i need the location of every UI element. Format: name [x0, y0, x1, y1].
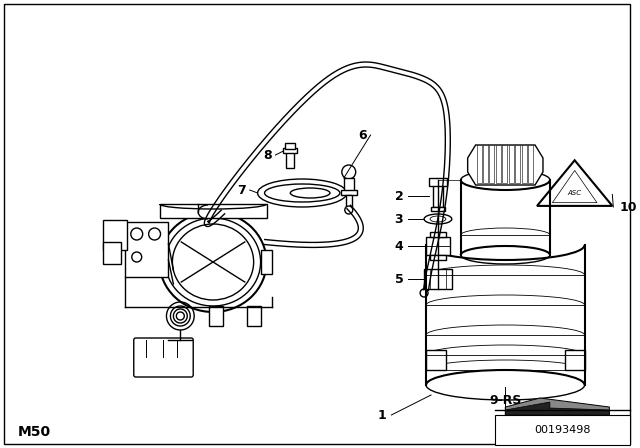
Bar [431, 207, 445, 211]
Text: 3: 3 [395, 212, 403, 225]
Bar [509, 145, 514, 183]
Ellipse shape [159, 212, 266, 312]
Bar [522, 145, 527, 183]
Text: 5: 5 [394, 272, 403, 285]
Circle shape [148, 228, 161, 240]
FancyBboxPatch shape [134, 338, 193, 377]
Ellipse shape [424, 214, 452, 224]
Bar [490, 145, 495, 183]
Bar [103, 220, 127, 250]
Polygon shape [506, 402, 609, 415]
Bar [246, 306, 260, 326]
Text: 10: 10 [620, 201, 637, 214]
Text: 00193498: 00193498 [534, 425, 591, 435]
Polygon shape [537, 160, 612, 206]
Ellipse shape [172, 224, 253, 300]
Bar [209, 306, 223, 326]
Bar [430, 232, 446, 237]
Ellipse shape [264, 184, 340, 202]
Bar [515, 145, 520, 183]
Bar [260, 250, 273, 274]
Ellipse shape [166, 218, 260, 306]
Bar [125, 222, 168, 277]
Bar [477, 145, 481, 183]
Ellipse shape [430, 216, 446, 222]
Bar [285, 143, 295, 149]
Bar [341, 190, 356, 195]
Bar [286, 152, 294, 168]
Text: 1: 1 [378, 409, 387, 422]
Text: ASC: ASC [568, 190, 582, 196]
Text: 9-RS: 9-RS [489, 393, 522, 406]
Bar [483, 145, 488, 183]
Circle shape [342, 165, 356, 179]
Polygon shape [468, 145, 543, 185]
Bar [496, 145, 501, 183]
Bar [426, 237, 450, 255]
Ellipse shape [258, 179, 347, 207]
Bar [344, 178, 354, 192]
Bar [103, 242, 121, 264]
Circle shape [132, 252, 141, 262]
Circle shape [345, 206, 353, 214]
Text: 6: 6 [358, 129, 367, 142]
Bar [502, 145, 508, 183]
Text: M50: M50 [18, 425, 51, 439]
Text: 8: 8 [263, 148, 271, 161]
Circle shape [420, 289, 428, 297]
Bar [346, 195, 352, 207]
Bar [159, 204, 266, 218]
Ellipse shape [291, 188, 330, 198]
Bar [564, 350, 584, 370]
Bar [495, 415, 630, 445]
Text: 2: 2 [394, 190, 403, 202]
Circle shape [131, 228, 143, 240]
Bar [430, 255, 446, 260]
Bar [424, 269, 452, 289]
Polygon shape [506, 398, 609, 415]
Bar [284, 148, 297, 153]
Bar [433, 185, 443, 207]
Bar [426, 350, 446, 370]
Bar [528, 145, 533, 183]
Bar [429, 178, 447, 186]
Text: 4: 4 [394, 240, 403, 253]
Text: 7: 7 [237, 184, 246, 197]
